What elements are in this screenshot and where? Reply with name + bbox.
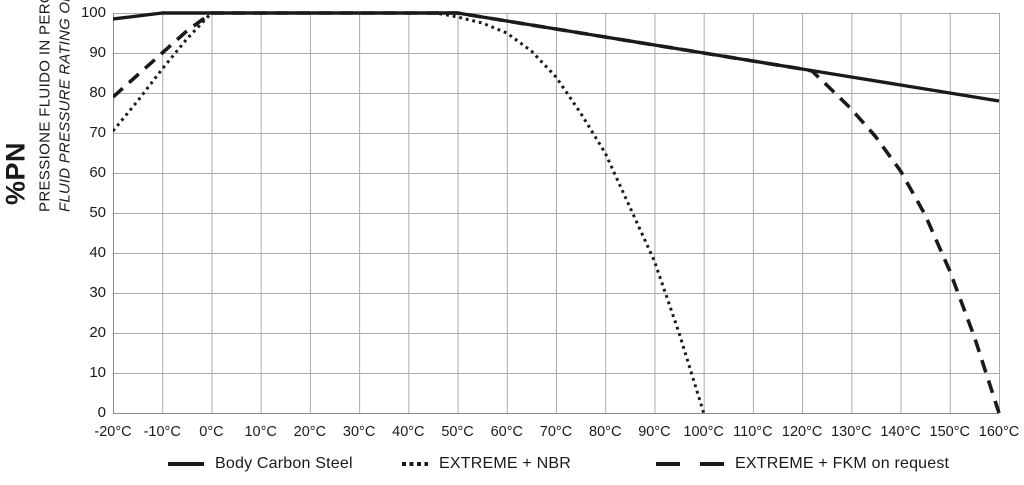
legend-item-body-carbon-steel: Body Carbon Steel [168, 451, 353, 477]
series-line-dotted [113, 11, 706, 414]
x-tick-label: 40°C [392, 424, 425, 440]
plot-area [113, 11, 1001, 414]
x-tick-label: -20°C [94, 424, 132, 440]
series-line-dashed [113, 11, 1001, 414]
dashed-line-swatch [656, 461, 724, 467]
y-tick-label: 0 [97, 404, 106, 421]
y-tick-label: 60 [89, 164, 106, 181]
x-tick-label: -10°C [143, 424, 181, 440]
y-tick-label: 70 [89, 124, 106, 141]
y-tick-label: 20 [89, 324, 106, 341]
legend-label: EXTREME + NBR [439, 455, 571, 472]
y-tick-label: 90 [89, 44, 106, 61]
x-tick-label: 20°C [293, 424, 327, 440]
x-tick-label: 130°C [831, 424, 872, 440]
legend-item-extreme-nbr: EXTREME + NBR [402, 451, 571, 477]
x-tick-label: 80°C [589, 424, 622, 440]
x-tick-label: 100°C [683, 424, 724, 440]
legend-label: Body Carbon Steel [215, 455, 353, 472]
x-tick-label: 30°C [342, 424, 376, 440]
dotted-line-swatch [402, 462, 428, 466]
x-tick-label: 140°C [880, 424, 921, 440]
y-tick-label: 50 [89, 204, 106, 221]
y-tick-label: 80 [89, 84, 106, 101]
x-tick-label: 110°C [733, 424, 773, 440]
x-tick-label: 90°C [638, 424, 671, 440]
x-tick-label: 0°C [199, 424, 224, 440]
x-tick-label: 150°C [929, 424, 970, 440]
x-tick-label: 10°C [244, 424, 277, 440]
x-tick-label: 120°C [781, 424, 823, 440]
y-tick-label: 100 [80, 4, 106, 21]
y-tick-label: 10 [89, 364, 106, 381]
x-tick-label: 50°C [441, 424, 474, 440]
x-tick-label: 60°C [490, 424, 523, 440]
legend-label: EXTREME + FKM on request [735, 455, 950, 472]
solid-line-swatch [168, 462, 204, 466]
legend-item-extreme-fkm: EXTREME + FKM on request [656, 451, 949, 477]
x-tick-label: 160°C [978, 424, 1020, 440]
x-tick-label: 70°C [539, 424, 573, 440]
y-tick-label: 30 [89, 284, 106, 301]
y-tick-label: 40 [89, 244, 106, 261]
